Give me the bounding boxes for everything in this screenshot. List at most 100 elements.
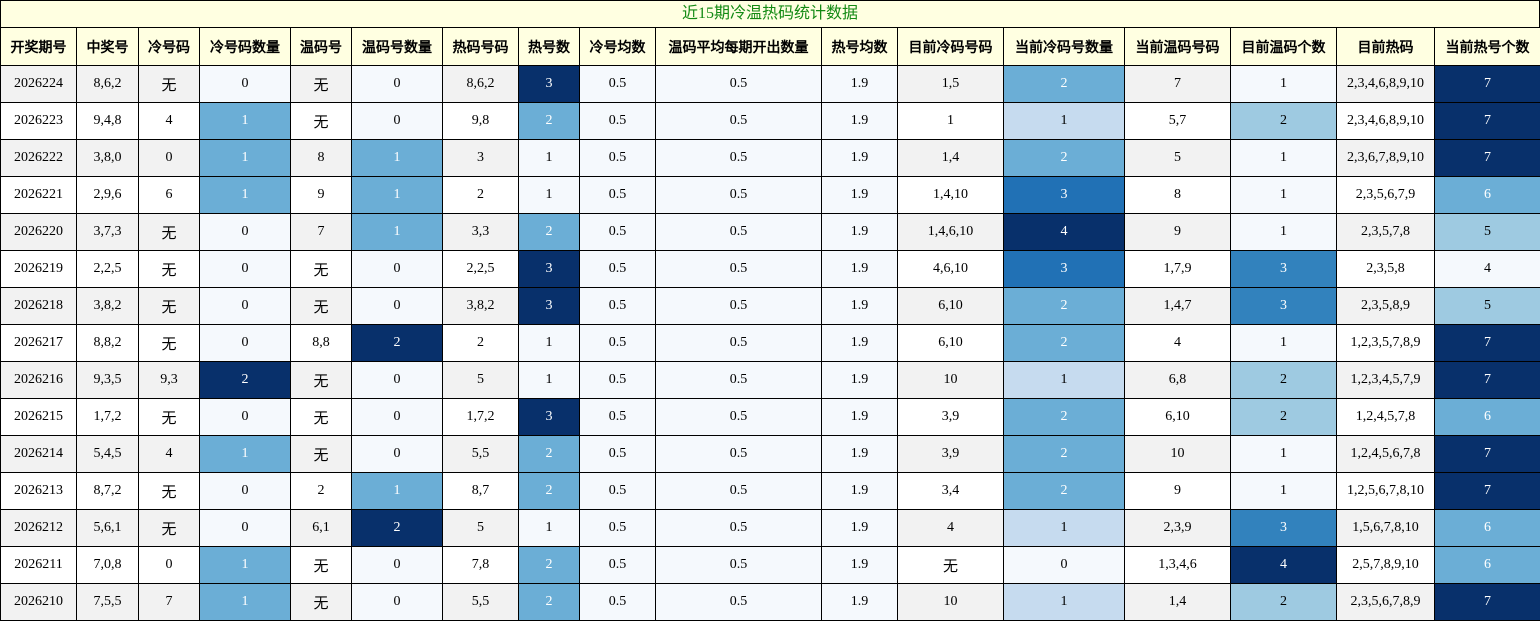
table-cell: 无 <box>291 251 352 288</box>
column-header: 冷号均数 <box>580 28 656 66</box>
table-cell: 2 <box>1004 399 1125 436</box>
table-cell: 1,4 <box>898 140 1004 177</box>
table-cell: 0.5 <box>580 436 656 473</box>
table-cell: 1,2,3,5,7,8,9 <box>1337 325 1435 362</box>
table-cell: 2 <box>1004 66 1125 103</box>
table-cell: 0 <box>200 399 291 436</box>
table-cell: 4 <box>139 103 200 140</box>
table-cell: 0.5 <box>580 140 656 177</box>
table-cell: 8 <box>291 140 352 177</box>
table-cell: 7 <box>1435 325 1540 362</box>
table-cell: 8,8 <box>291 325 352 362</box>
table-cell: 3 <box>1004 251 1125 288</box>
table-cell: 6,1 <box>291 510 352 547</box>
table-cell: 1.9 <box>822 510 898 547</box>
table-cell: 7,5,5 <box>77 584 139 621</box>
table-cell: 7 <box>1435 66 1540 103</box>
table-cell: 无 <box>139 288 200 325</box>
table-cell: 10 <box>898 362 1004 399</box>
table-cell: 2026224 <box>1 66 77 103</box>
table-cell: 1 <box>200 103 291 140</box>
table-cell: 7 <box>291 214 352 251</box>
table-cell: 3 <box>1231 251 1337 288</box>
table-cell: 3 <box>1004 177 1125 214</box>
table-cell: 2,9,6 <box>77 177 139 214</box>
table-cell: 0 <box>352 584 443 621</box>
table-cell: 0.5 <box>656 177 822 214</box>
table-cell: 3,8,2 <box>443 288 519 325</box>
table-cell: 2 <box>200 362 291 399</box>
table-cell: 1,2,4,5,7,8 <box>1337 399 1435 436</box>
table-cell: 8,6,2 <box>77 66 139 103</box>
table-cell: 2 <box>1231 103 1337 140</box>
table-cell: 3,3 <box>443 214 519 251</box>
table-cell: 5 <box>1435 288 1540 325</box>
table-cell: 1.9 <box>822 547 898 584</box>
table-cell: 0.5 <box>580 399 656 436</box>
table-cell: 1.9 <box>822 584 898 621</box>
table-cell: 1.9 <box>822 288 898 325</box>
table-cell: 2026218 <box>1 288 77 325</box>
table-cell: 1 <box>200 140 291 177</box>
table-cell: 2 <box>519 473 580 510</box>
table-cell: 6,10 <box>898 288 1004 325</box>
table-cell: 6,10 <box>1125 399 1231 436</box>
table-cell: 1,7,2 <box>77 399 139 436</box>
table-cell: 3,4 <box>898 473 1004 510</box>
table-cell: 无 <box>139 399 200 436</box>
table-cell: 0 <box>200 473 291 510</box>
table-cell: 2026215 <box>1 399 77 436</box>
table-cell: 1,5,6,7,8,10 <box>1337 510 1435 547</box>
table-cell: 1 <box>1004 103 1125 140</box>
table-cell: 无 <box>291 584 352 621</box>
table-cell: 0.5 <box>656 325 822 362</box>
table-cell: 7 <box>1435 473 1540 510</box>
table-cell: 10 <box>898 584 1004 621</box>
table-cell: 2 <box>1004 288 1125 325</box>
table-cell: 9 <box>1125 214 1231 251</box>
table-cell: 1,7,9 <box>1125 251 1231 288</box>
table-cell: 无 <box>139 510 200 547</box>
table-cell: 2,3,4,6,8,9,10 <box>1337 103 1435 140</box>
table-cell: 9 <box>291 177 352 214</box>
table-cell: 1.9 <box>822 214 898 251</box>
table-cell: 1 <box>200 436 291 473</box>
table-cell: 0.5 <box>656 288 822 325</box>
table-cell: 2,2,5 <box>443 251 519 288</box>
table-cell: 0 <box>200 325 291 362</box>
table-cell: 0.5 <box>580 362 656 399</box>
table-cell: 1.9 <box>822 473 898 510</box>
table-cell: 1,3,4,6 <box>1125 547 1231 584</box>
table-cell: 8,7,2 <box>77 473 139 510</box>
table-cell: 2 <box>1004 436 1125 473</box>
table-cell: 0 <box>200 288 291 325</box>
table-cell: 无 <box>291 547 352 584</box>
table-cell: 0.5 <box>580 547 656 584</box>
table-cell: 0 <box>200 510 291 547</box>
table-cell: 1 <box>1231 436 1337 473</box>
table-cell: 0.5 <box>580 325 656 362</box>
table-cell: 1,7,2 <box>443 399 519 436</box>
table-cell: 7,8 <box>443 547 519 584</box>
table-cell: 8,7 <box>443 473 519 510</box>
table-cell: 7 <box>1435 436 1540 473</box>
table-cell: 7 <box>139 584 200 621</box>
table-cell: 2 <box>291 473 352 510</box>
table-cell: 1.9 <box>822 251 898 288</box>
table-cell: 0.5 <box>656 547 822 584</box>
table-cell: 0.5 <box>656 436 822 473</box>
table-cell: 2 <box>519 436 580 473</box>
table-cell: 6 <box>1435 177 1540 214</box>
table-cell: 无 <box>291 103 352 140</box>
table-cell: 1 <box>200 547 291 584</box>
column-header: 当前冷码号数量 <box>1004 28 1125 66</box>
